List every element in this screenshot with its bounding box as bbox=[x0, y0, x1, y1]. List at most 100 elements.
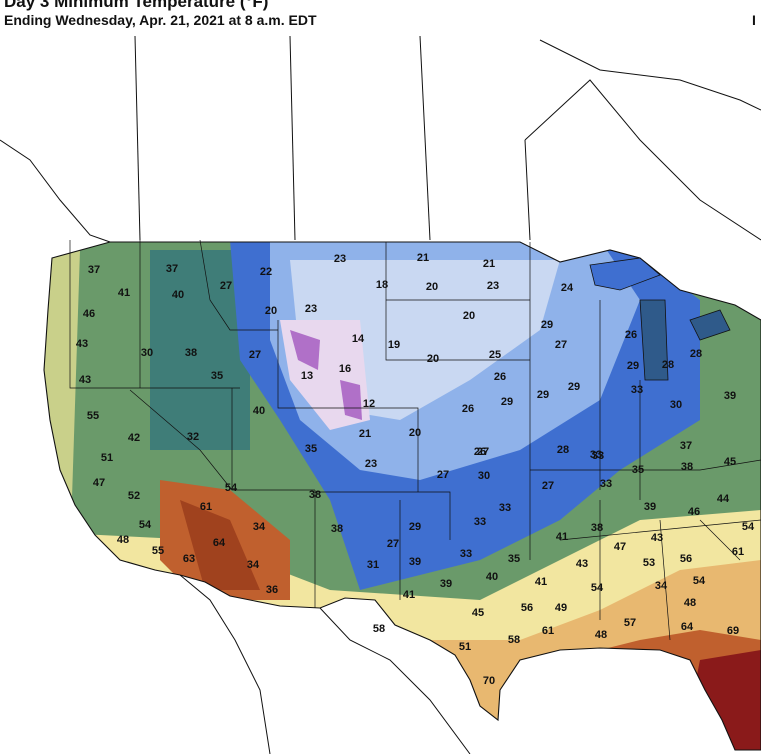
temperature-label: 34 bbox=[247, 559, 260, 571]
temperature-label: 26 bbox=[462, 403, 474, 415]
temperature-map: 37 37 41 40 27 22 23 21 21 18 20 23 24 46 20 23 14 19 20 29… bbox=[0, 36, 761, 754]
temperature-label: 33 bbox=[631, 384, 643, 396]
temperature-label: 54 bbox=[693, 575, 706, 587]
temperature-label: 28 bbox=[557, 444, 569, 456]
temperature-label: 21 bbox=[417, 252, 429, 264]
temperature-label: 38 bbox=[681, 461, 693, 473]
temperature-label: 26 bbox=[494, 371, 506, 383]
temperature-label: 54 bbox=[139, 519, 152, 531]
temperature-label: 56 bbox=[680, 553, 692, 565]
temperature-label: 29 bbox=[537, 389, 549, 401]
temperature-label: 54 bbox=[225, 482, 238, 494]
temperature-label: 22 bbox=[260, 266, 272, 278]
temperature-label: 27 bbox=[542, 480, 554, 492]
temperature-label: 42 bbox=[128, 432, 140, 444]
temperature-label: 44 bbox=[717, 493, 730, 505]
temperature-label: 14 bbox=[352, 333, 365, 345]
temperature-label: 29 bbox=[409, 521, 421, 533]
temperature-label: 58 bbox=[508, 634, 520, 646]
temperature-label: 23 bbox=[487, 280, 499, 292]
temperature-label: 18 bbox=[376, 279, 388, 291]
temperature-label: 27 bbox=[555, 339, 567, 351]
temperature-label: 13 bbox=[301, 370, 313, 382]
temperature-label: 34 bbox=[253, 521, 266, 533]
map-title: Day 3 Minimum Temperature (°F) bbox=[4, 0, 269, 11]
temperature-label: 61 bbox=[200, 501, 212, 513]
temperature-label: 45 bbox=[724, 456, 736, 468]
temperature-label: 23 bbox=[365, 458, 377, 470]
temperature-label: 29 bbox=[568, 381, 580, 393]
temperature-label: 38 bbox=[309, 489, 321, 501]
temperature-label: 23 bbox=[305, 303, 317, 315]
temperature-label: 29 bbox=[541, 319, 553, 331]
temperature-label: 25 bbox=[489, 349, 501, 361]
temperature-label: 16 bbox=[339, 363, 351, 375]
temperature-label: 28 bbox=[690, 348, 702, 360]
temperature-field bbox=[44, 242, 761, 750]
temperature-label: 45 bbox=[472, 607, 484, 619]
state-boundaries bbox=[69, 239, 761, 641]
temperature-label: 54 bbox=[742, 521, 755, 533]
temperature-label: 28 bbox=[662, 359, 674, 371]
temperature-label: 31 bbox=[367, 559, 379, 571]
temperature-label: 56 bbox=[521, 602, 533, 614]
temperature-label: 52 bbox=[128, 490, 140, 502]
temperature-label: 41 bbox=[535, 576, 547, 588]
temperature-label: 46 bbox=[688, 506, 700, 518]
temperature-label: 40 bbox=[172, 289, 184, 301]
temperature-label: 51 bbox=[459, 641, 471, 653]
temperature-label: 49 bbox=[555, 602, 567, 614]
temperature-label: 64 bbox=[213, 537, 226, 549]
temperature-label: 55 bbox=[152, 545, 164, 557]
temperature-label: 27 bbox=[477, 446, 489, 458]
temperature-label: 30 bbox=[478, 470, 490, 482]
temperature-label: 30 bbox=[141, 347, 153, 359]
temperature-labels: 37 37 41 40 27 22 23 21 21 18 20 23 24 46 20 23 14 19 20 29… bbox=[76, 252, 755, 687]
cut-off-label: I bbox=[752, 12, 756, 28]
temperature-label: 20 bbox=[409, 427, 421, 439]
temperature-label: 43 bbox=[651, 532, 663, 544]
temperature-label: 39 bbox=[644, 501, 656, 513]
temperature-label: 35 bbox=[508, 553, 520, 565]
temperature-label: 40 bbox=[253, 405, 265, 417]
temperature-label: 40 bbox=[486, 571, 498, 583]
temperature-label: 33 bbox=[474, 516, 486, 528]
neighbor-land bbox=[0, 36, 761, 754]
temperature-label: 29 bbox=[501, 396, 513, 408]
temperature-label: 47 bbox=[93, 477, 105, 489]
temperature-label: 63 bbox=[183, 553, 195, 565]
temperature-label: 61 bbox=[542, 625, 554, 637]
temperature-label: 48 bbox=[117, 534, 129, 546]
temperature-label: 39 bbox=[724, 390, 736, 402]
temperature-label: 48 bbox=[595, 629, 607, 641]
temperature-label: 61 bbox=[732, 546, 744, 558]
temperature-label: 47 bbox=[614, 541, 626, 553]
temperature-label: 41 bbox=[118, 287, 130, 299]
temperature-label: 20 bbox=[463, 310, 475, 322]
temperature-label: 12 bbox=[363, 398, 375, 410]
temperature-label: 36 bbox=[266, 584, 278, 596]
temperature-label: 37 bbox=[680, 440, 692, 452]
temperature-label: 38 bbox=[185, 347, 197, 359]
temperature-label: 33 bbox=[590, 449, 602, 461]
temperature-label: 48 bbox=[684, 597, 696, 609]
temperature-label: 46 bbox=[83, 308, 95, 320]
temperature-label: 32 bbox=[187, 431, 199, 443]
temperature-label: 41 bbox=[556, 531, 568, 543]
temperature-label: 29 bbox=[627, 360, 639, 372]
temperature-label: 43 bbox=[76, 338, 88, 350]
temperature-label: 19 bbox=[388, 339, 400, 351]
temperature-label: 58 bbox=[373, 623, 385, 635]
temperature-label: 33 bbox=[460, 548, 472, 560]
temperature-label: 70 bbox=[483, 675, 495, 687]
temperature-label: 54 bbox=[591, 582, 604, 594]
temperature-label: 21 bbox=[483, 258, 495, 270]
temperature-label: 39 bbox=[440, 578, 452, 590]
temperature-label: 41 bbox=[403, 589, 415, 601]
temperature-label: 20 bbox=[265, 305, 277, 317]
temperature-label: 33 bbox=[600, 478, 612, 490]
temperature-label: 35 bbox=[305, 443, 317, 455]
temperature-label: 20 bbox=[427, 353, 439, 365]
temperature-label: 27 bbox=[387, 538, 399, 550]
